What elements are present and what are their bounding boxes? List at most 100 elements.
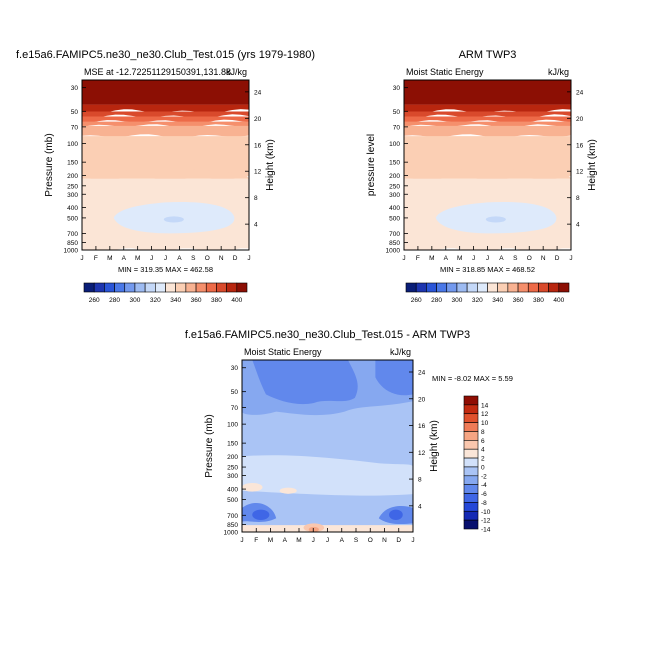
colorbar-label: 320 [150,297,161,304]
x-tick-label: M [457,255,462,262]
x-tick-label: J [486,255,489,262]
x-tick-label: J [569,255,572,262]
contour-band [82,125,249,138]
y-tick-label: 700 [389,231,400,238]
colorbar-box [497,282,509,293]
min-max-label: MIN = -8.02 MAX = 5.59 [432,374,513,383]
x-tick-label: J [240,537,243,544]
y-right-tick-label: 12 [576,169,584,176]
colorbar-label: 4 [481,447,485,454]
colorbar-label: 340 [170,297,181,304]
y-tick-label: 300 [227,473,238,480]
x-tick-label: S [513,255,518,262]
contour-band [389,509,403,520]
contour-band [485,216,506,223]
colorbar-box [426,282,437,293]
y-axis-label: Pressure (mb) [204,414,215,477]
colorbar-box [463,422,479,432]
contour-band [375,360,413,396]
colorbar-box [436,282,448,293]
colorbar-label: -4 [481,482,487,489]
contour-band [242,482,263,492]
y-right-tick-label: 16 [576,142,584,149]
colorbar-box [463,431,479,441]
y-tick-label: 100 [389,141,400,148]
colorbar-box [466,282,478,293]
colorbar-label: 360 [191,297,202,304]
contour-band [82,136,249,181]
colorbar-label: 360 [513,297,524,304]
y-right-tick-label: 8 [576,195,580,202]
y-tick-label: 850 [227,522,238,529]
y-tick-label: 70 [231,405,239,412]
y-tick-label: 150 [67,160,78,167]
colorbar-box [236,282,248,293]
contour-band [308,526,319,532]
y-tick-label: 70 [393,124,401,131]
colorbar-box [124,282,136,293]
colorbar-box [538,282,549,293]
y-tick-label: 30 [231,365,239,372]
contour-band [404,80,571,105]
x-tick-label: O [368,537,373,544]
y-tick-label: 150 [227,441,238,448]
colorbar-label: 6 [481,438,485,445]
y-tick-label: 250 [227,465,238,472]
colorbar-box [463,510,479,521]
colorbar-box [415,282,427,293]
colorbar-box [463,484,479,494]
x-tick-label: J [164,255,167,262]
colorbar-box [463,448,479,459]
y-right-tick-label: 4 [418,503,422,510]
colorbar-box [463,466,479,477]
x-tick-label: J [402,255,405,262]
y-right-axis-label: Height (km) [429,420,440,472]
panel-2: ARM TWP3 Moist Static Energy kJ/kg 30 50 70 10… [366,49,598,304]
colorbar-box [195,282,207,293]
y-right-axis-label: Height (km) [265,139,276,191]
x-tick-label: F [94,255,98,262]
panel-1: f.e15a6.FAMIPC5.ne30_ne30.Club_Test.015 … [16,49,315,304]
contour-band [242,455,413,496]
min-max-label: MIN = 319.35 MAX = 462.58 [118,265,213,274]
colorbar-box [463,404,479,415]
colorbar-box [456,282,468,293]
x-tick-label: M [268,537,273,544]
y-tick-label: 850 [67,240,78,247]
y-axis-label: Pressure (mb) [44,133,55,196]
x-tick-label: A [122,255,127,262]
colorbar-box [463,395,479,406]
y-tick-label: 50 [71,109,79,116]
y-right-tick-label: 24 [254,89,262,96]
colorbar-box [463,519,479,530]
colorbar-label: 300 [130,297,141,304]
colorbar-label: 2 [481,456,485,463]
y-right-tick-label: 4 [576,222,580,229]
y-tick-label: 1000 [224,530,239,537]
colorbar-box [463,475,479,485]
y-tick-label: 500 [227,497,238,504]
colorbar-label: -2 [481,473,487,480]
y-tick-label: 400 [389,205,400,212]
y-right-tick-label: 24 [418,369,426,376]
colorbar-label: 8 [481,429,485,436]
contour-field [242,360,413,532]
colorbar-box [134,282,146,293]
colorbar: 260 280 300 320 340 360 380 400 [405,282,570,304]
contour-band [82,104,249,114]
x-tick-label: F [416,255,420,262]
colorbar-box [114,282,126,293]
y-tick-label: 30 [71,85,79,92]
y-tick-label: 500 [389,215,400,222]
x-tick-label: J [150,255,153,262]
y-right-axis-label: Height (km) [587,139,598,191]
y-tick-label: 50 [393,109,401,116]
contour-band [404,104,571,114]
colorbar-box [226,282,238,293]
colorbar-box [477,282,488,293]
colorbar-label: 0 [481,464,485,471]
y-right-tick-label: 12 [418,450,426,457]
x-tick-label: M [135,255,140,262]
colorbar-box [558,282,570,293]
